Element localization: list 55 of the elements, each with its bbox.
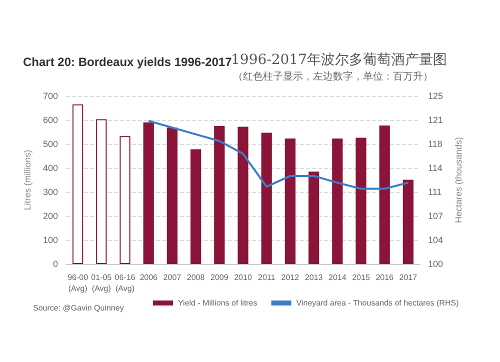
text: （红色柱子显示，左边数字，单位：百万升） [233,70,433,82]
y-tick-label: 300 [42,187,58,197]
bar [332,138,343,264]
x-tick-label: 2008 [186,273,206,282]
y-tick-label: 500 [42,139,58,149]
y2-tick-label: 104 [428,235,444,246]
bar [238,126,248,264]
bar [72,104,84,264]
x-tick-label: 06-16 (Avg) [114,273,136,293]
y2-tick-label: 118 [428,138,442,149]
bar [402,180,414,264]
bar [214,126,225,264]
x-tick-label: 2015 [352,273,370,282]
y2-tick-label: 121 [428,114,444,125]
x-tick-label: 2014 [328,273,347,282]
legend-label: Yield - Millions of litres [178,298,258,308]
x-tick-label: 01-05 (Avg) [91,273,112,293]
bar [284,138,296,264]
bar [308,172,320,264]
line-series [148,120,410,190]
y-tick-label: 700 [42,91,58,101]
bar [120,136,130,264]
y-tick-label: 400 [42,163,58,173]
y2-axis-title: Hectares (thousands) [453,136,464,224]
x-tick-label: 2010 [234,273,252,282]
y2-tick-label: 111 [428,187,442,198]
bar [96,119,107,264]
y-axis-title: Litres (millions) [22,150,33,210]
y2-tick-label: 100 [428,259,444,269]
y-tick-label: 200 [42,211,58,221]
bar [190,149,202,264]
bar [356,138,366,264]
x-tick-label: 2012 [281,273,300,282]
x-tick-label: 2009 [210,273,229,282]
y2-tick-label: 114 [428,162,442,173]
y-tick-label: 0 [52,259,58,269]
chart-title: Chart 20: Bordeaux yields 1996-2017 [23,55,232,69]
y-tick-label: 600 [42,115,58,125]
bar [166,128,178,264]
bar [261,132,272,264]
bar [379,126,390,264]
x-tick-label: 2011 [258,273,276,282]
y2-tick-label: 125 [428,91,444,101]
x-tick-label: 2007 [163,273,182,282]
x-tick-label: 2013 [304,273,324,282]
x-tick-label: 2017 [399,273,418,282]
source-note: Source: @Gavin Quinney [33,304,124,312]
y-tick-label: 100 [42,235,58,245]
legend-label: Vineyard area - Thousands of hectares (RHS) [296,298,460,308]
bar [143,122,154,264]
x-tick-label: 96-00 (Avg) [68,273,89,293]
chart-subtitle: 1996-2017年波尔多葡萄酒产量图 [231,52,447,68]
x-tick-label: 2016 [376,273,394,282]
x-tick-label: 2006 [140,273,158,282]
y2-tick-label: 107 [428,211,444,222]
